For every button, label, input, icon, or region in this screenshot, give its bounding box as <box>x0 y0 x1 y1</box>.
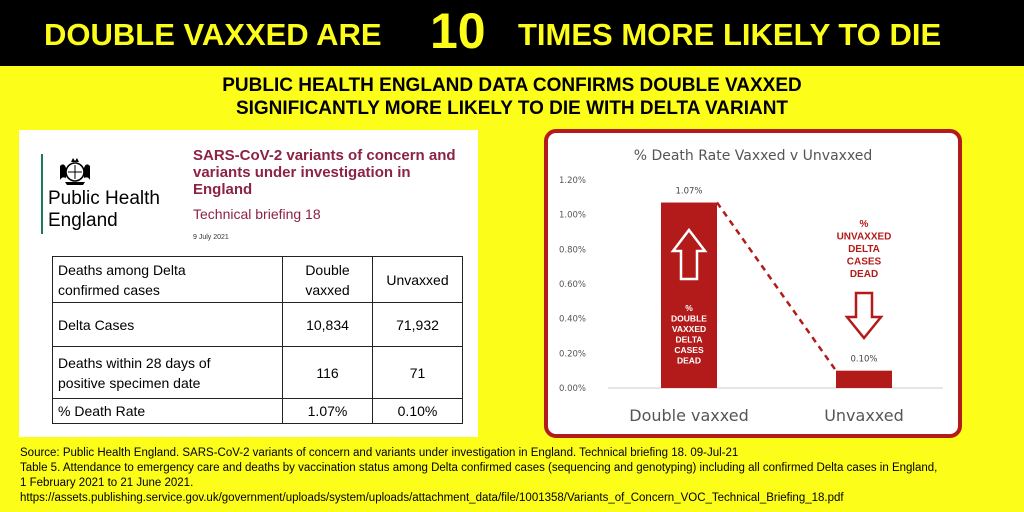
headline-number: 10 <box>430 3 486 59</box>
table-cell-label: Deaths within 28 days of positive specim… <box>52 346 283 399</box>
y-tick-label: 0.80% <box>559 245 586 255</box>
y-tick-label: 0.60% <box>559 280 586 290</box>
table-header-label: Deaths among Delta confirmed cases <box>52 256 283 303</box>
phe-report-title: SARS-CoV-2 variants of concern and varia… <box>193 147 477 198</box>
double-annotation-line: VAXXED <box>672 324 706 334</box>
table-cell-double: 1.07% <box>282 398 373 424</box>
double-annotation-line: DOUBLE <box>671 314 707 324</box>
phe-document-panel: Public Health England SARS-CoV-2 variant… <box>19 130 478 437</box>
phe-logo-rule <box>41 154 43 234</box>
table-header-double-line1: Double <box>305 261 350 278</box>
table-cell-unvaxxed: 0.10% <box>372 398 463 424</box>
unvaxxed-annotation-line: DELTA <box>848 244 880 255</box>
x-tick-label: Unvaxxed <box>824 406 904 425</box>
y-tick-label: 1.00% <box>559 211 586 221</box>
phe-title-line1: SARS-CoV-2 variants of concern and <box>193 147 456 164</box>
table-cell-label: % Death Rate <box>52 398 283 424</box>
death-rate-chart: % Death Rate Vaxxed v Unvaxxed 0.00% 0.20%… <box>559 148 943 425</box>
row-label-line1: % Death Rate <box>58 403 146 419</box>
unvaxxed-annotation-line: DEAD <box>850 269 878 280</box>
double-annotation-line: CASES <box>674 345 704 355</box>
table-header-double-line2: vaxxed <box>305 281 350 298</box>
y-tick-label: 0.20% <box>559 349 586 359</box>
table-row: % Death Rate 1.07% 0.10% <box>52 398 463 424</box>
source-line3: 1 February 2021 to 21 June 2021. <box>20 477 194 489</box>
table-header-row: Deaths among Delta confirmed cases Doubl… <box>52 256 463 303</box>
headline-left: DOUBLE VAXXED ARE <box>44 17 382 52</box>
subheading-line1: PUBLIC HEALTH ENGLAND DATA CONFIRMS DOUB… <box>222 75 802 96</box>
table-header-label-line2: confirmed cases <box>58 281 160 298</box>
phe-briefing: Technical briefing 18 <box>193 206 321 222</box>
source-line1: Source: Public Health England. SARS-CoV-… <box>20 447 739 459</box>
chart-panel: % Death Rate Vaxxed v Unvaxxed 0.00% 0.20%… <box>544 129 962 438</box>
phe-title-line2: variants under investigation in <box>193 164 411 181</box>
bar-unvaxxed <box>836 370 892 388</box>
unvaxxed-annotation-line: % <box>860 219 869 230</box>
source-line2: Table 5. Attendance to emergency care an… <box>20 462 938 474</box>
table-header-unvaxxed: Unvaxxed <box>372 256 463 303</box>
phe-name-line2: England <box>48 210 118 231</box>
phe-name-line1: Public Health <box>48 188 160 209</box>
data-label: 1.07% <box>675 187 702 197</box>
phe-date: 9 July 2021 <box>193 234 229 241</box>
data-label: 0.10% <box>850 355 877 365</box>
unvaxxed-annotation-line: UNVAXXED <box>837 232 892 243</box>
up-arrow-icon <box>670 227 708 281</box>
table-cell-double: 116 <box>282 346 373 399</box>
double-annotation-line: DEAD <box>677 356 701 366</box>
down-arrow-icon <box>844 291 884 340</box>
double-annotation-line: DELTA <box>675 335 702 345</box>
phe-title-line3: England <box>193 181 253 198</box>
chart-title: % Death Rate Vaxxed v Unvaxxed <box>634 148 873 164</box>
deaths-table: Deaths among Delta confirmed cases Doubl… <box>52 256 463 424</box>
headline-banner: DOUBLE VAXXED ARE 10 TIMES MORE LIKELY T… <box>0 0 1024 66</box>
table-cell-label: Delta Cases <box>52 302 283 347</box>
headline-right: TIMES MORE LIKELY TO DIE <box>518 17 942 52</box>
table-row: Delta Cases 10,834 71,932 <box>52 302 463 347</box>
double-annotation-line: % <box>685 303 693 313</box>
table-header-label-line1: Deaths among Delta <box>58 261 186 278</box>
trend-dashed-line <box>715 201 838 372</box>
subheading-line2: SIGNIFICANTLY MORE LIKELY TO DIE WITH DE… <box>235 98 789 119</box>
row-label-line2: positive specimen date <box>58 374 201 391</box>
table-cell-double: 10,834 <box>282 302 373 347</box>
row-label-line1: Delta Cases <box>58 316 135 333</box>
table-cell-unvaxxed: 71,932 <box>372 302 463 347</box>
unvaxxed-annotation-line: CASES <box>847 257 882 268</box>
y-tick-label: 0.00% <box>559 384 586 394</box>
table-row: Deaths within 28 days of positive specim… <box>52 346 463 399</box>
table-header-double: Double vaxxed <box>282 256 373 303</box>
y-tick-label: 0.40% <box>559 315 586 325</box>
row-label-line1: Deaths within 28 days of <box>58 354 211 371</box>
y-tick-label: 1.20% <box>559 176 586 186</box>
table-cell-unvaxxed: 71 <box>372 346 463 399</box>
royal-crest-icon <box>60 158 90 185</box>
x-tick-label: Double vaxxed <box>629 406 749 425</box>
source-line4: https://assets.publishing.service.gov.uk… <box>20 492 844 504</box>
